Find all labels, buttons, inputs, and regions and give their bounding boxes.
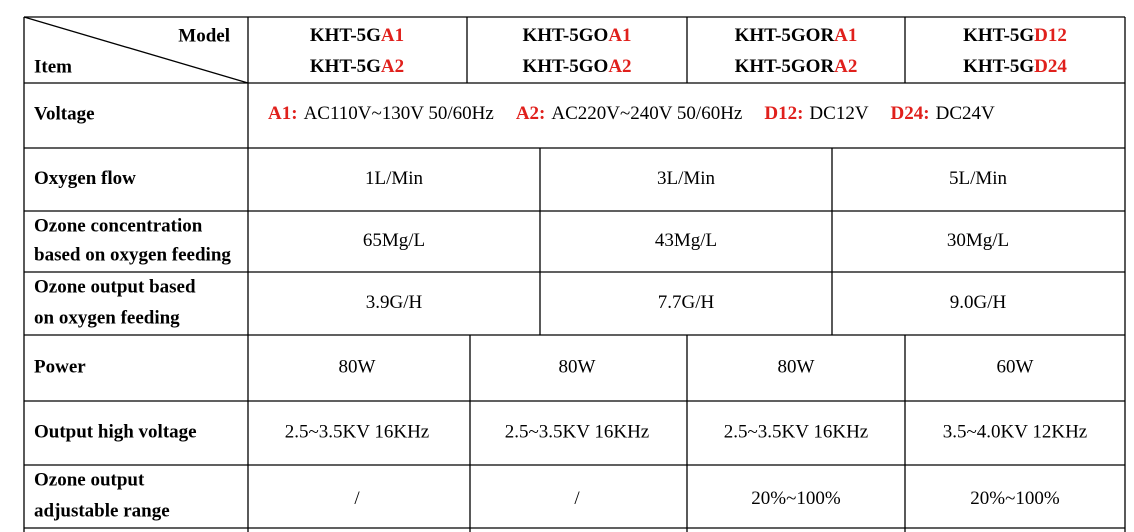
model-name: KHT-5GORA1 — [735, 25, 858, 46]
voltage-text: DC12V — [809, 103, 868, 124]
model-suffix: A2 — [381, 56, 404, 77]
row-label: on oxygen feeding — [34, 307, 180, 328]
model-name: KHT-5GD12 — [963, 25, 1067, 46]
grid — [23, 16, 1126, 532]
model-suffix: A2 — [834, 56, 857, 77]
voltage-values: A1: AC110V~130V 50/60Hz A2: AC220V~240V 50/… — [268, 103, 995, 124]
voltage-code: A1: — [268, 103, 298, 124]
row-label: Ozone concentration — [34, 215, 203, 236]
voltage-code: D12: — [764, 103, 803, 124]
voltage-text: AC110V~130V 50/60Hz — [304, 103, 494, 124]
cell-value: 30Mg/L — [947, 230, 1009, 251]
model-base: KHT-5G — [963, 56, 1034, 77]
voltage-text: AC220V~240V 50/60Hz — [551, 103, 742, 124]
row-label: adjustable range — [34, 500, 170, 521]
cell-value: 3.9G/H — [366, 292, 423, 313]
model-suffix: A2 — [608, 56, 631, 77]
cell-value: / — [574, 488, 580, 509]
cell-value: 9.0G/H — [950, 292, 1007, 313]
cell-value: 60W — [997, 356, 1034, 377]
model-label: Model — [178, 25, 230, 46]
row-label: Ozone output based — [34, 276, 196, 297]
cell-value: 2.5~3.5KV 16KHz — [724, 421, 869, 442]
model-name: KHT-5GORA2 — [735, 56, 858, 77]
row-label: Voltage — [34, 103, 95, 124]
model-suffix: A1 — [834, 25, 857, 46]
model-base: KHT-5G — [963, 25, 1034, 46]
voltage-code: D24: — [891, 103, 930, 124]
cell-value: 2.5~3.5KV 16KHz — [505, 421, 650, 442]
cell-value: 80W — [778, 356, 815, 377]
cell-value: 43Mg/L — [655, 230, 717, 251]
model-suffix: D12 — [1034, 25, 1067, 46]
model-base: KHT-5G — [310, 25, 381, 46]
model-name: KHT-5GOA1 — [522, 25, 631, 46]
model-suffix: A1 — [608, 25, 631, 46]
cell-value: 80W — [559, 356, 596, 377]
row-label: Output high voltage — [34, 421, 197, 442]
row-label: Ozone output — [34, 469, 145, 490]
model-suffix: D24 — [1034, 56, 1067, 77]
cell-value: 7.7G/H — [658, 292, 715, 313]
cell-value: 80W — [339, 356, 376, 377]
cell-value: 5L/Min — [949, 168, 1008, 189]
model-name: KHT-5GA1 — [310, 25, 404, 46]
cell-value: 20%~100% — [970, 488, 1060, 509]
cell-value: 2.5~3.5KV 16KHz — [285, 421, 430, 442]
item-label: Item — [34, 56, 72, 77]
model-suffix: A1 — [381, 25, 404, 46]
model-name: KHT-5GA2 — [310, 56, 404, 77]
cell-value: 20%~100% — [751, 488, 841, 509]
model-base: KHT-5GOR — [735, 56, 835, 77]
model-base: KHT-5GO — [522, 56, 608, 77]
voltage-code: A2: — [516, 103, 546, 124]
voltage-text: DC24V — [936, 103, 995, 124]
row-label: Oxygen flow — [34, 168, 136, 189]
model-base: KHT-5GO — [522, 25, 608, 46]
cell-value: 65Mg/L — [363, 230, 425, 251]
cell-value: / — [354, 488, 360, 509]
cell-value: 3.5~4.0KV 12KHz — [943, 421, 1088, 442]
model-base: KHT-5G — [310, 56, 381, 77]
row-label: based on oxygen feeding — [34, 244, 231, 265]
row-label: Power — [34, 356, 86, 377]
cell-value: 3L/Min — [657, 168, 716, 189]
model-base: KHT-5GOR — [735, 25, 835, 46]
model-name: KHT-5GOA2 — [522, 56, 631, 77]
cell-value: 1L/Min — [365, 168, 424, 189]
model-name: KHT-5GD24 — [963, 56, 1067, 77]
